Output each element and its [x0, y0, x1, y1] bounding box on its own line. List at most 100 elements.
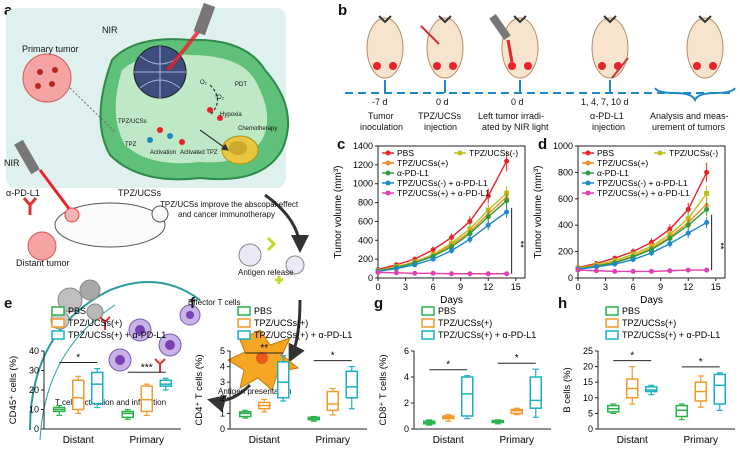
data-point [685, 222, 691, 228]
x-category-label: Primary [500, 435, 534, 446]
data-point [630, 268, 636, 274]
data-point [375, 269, 381, 275]
x-tick-label: 0 [575, 282, 580, 292]
legend-label: PBS [397, 148, 414, 158]
data-point [704, 169, 710, 175]
label-distant-tumor: Distant tumor [16, 258, 70, 268]
legend-swatch [51, 318, 65, 328]
legend-label: α-PD-L1 [397, 168, 429, 178]
y-axis-label: Tumor volume (mm³) [333, 166, 344, 259]
x-tick-label: 6 [631, 282, 636, 292]
x-tick-label: 6 [431, 282, 436, 292]
data-point [485, 271, 491, 277]
y-tick-label: 200 [558, 247, 573, 257]
y-tick-label: 10 [583, 393, 593, 403]
x-category-label: Distant [433, 435, 464, 446]
legend-marker [385, 180, 391, 186]
legend-marker [585, 160, 591, 166]
data-point [612, 268, 618, 274]
data-point [485, 193, 491, 199]
data-point [504, 158, 510, 164]
label-cell-7: O₂ [200, 80, 207, 86]
timeline-desc-0b: inoculation [360, 122, 404, 132]
x-category-label: Distant [249, 435, 280, 446]
legend-marker [657, 150, 663, 156]
significance-mark: * [515, 353, 519, 364]
label-apdl1: α-PD-L1 [6, 188, 40, 198]
data-point [412, 270, 418, 276]
data-point [667, 226, 673, 232]
legend-label: TPZ/UCSs(+) [254, 318, 308, 328]
y-tick-label: 5 [220, 346, 225, 356]
data-point [704, 220, 710, 226]
box [675, 404, 688, 418]
data-point [504, 198, 510, 204]
legend-label: TPZ/UCSs(-) + α-PD-L1 [397, 178, 488, 188]
label-nir-top: NIR [102, 25, 118, 35]
y-tick-label: 1000 [353, 179, 373, 189]
antibody-icon [22, 197, 38, 215]
data-point [685, 230, 691, 236]
timeline-desc-2a: Left tumor irradi- [478, 111, 545, 121]
series-line [377, 192, 508, 272]
y-tick-label: 2 [404, 398, 409, 408]
label-activation-infiltration: T cells activation and infiltration [55, 398, 167, 407]
significance-mark: ** [260, 343, 268, 354]
legend-label: TPZ/UCSs(+) [597, 158, 648, 168]
label-antigen-presentation: Antigen presentation [218, 387, 292, 396]
label-improve-2: and cancer immunotherapy [178, 210, 275, 219]
significance-mark: *** [141, 362, 153, 373]
y-tick-label: 1200 [353, 160, 373, 170]
x-tick-label: 9 [458, 282, 463, 292]
label-improve-1: TPZ/UCSs improve the abscopal effect [160, 200, 299, 209]
box [239, 411, 252, 418]
y-tick-label: 10 [29, 405, 39, 415]
x-axis-label: Days [640, 295, 663, 305]
panel-label-a: a [4, 2, 13, 19]
label-effector-t: Effector T cells [188, 298, 241, 307]
x-tick-label: 3 [403, 282, 408, 292]
label-cell-6: Chemotherapy [238, 126, 278, 132]
panel-label-c: c [337, 136, 346, 153]
data-point [449, 244, 454, 250]
box [326, 390, 339, 412]
panel-label-g: g [374, 295, 384, 312]
legend-marker [585, 150, 591, 156]
data-point [485, 222, 491, 228]
data-point [685, 267, 691, 273]
legend-label: α-PD-L1 [597, 168, 629, 178]
x-axis-label: Days [440, 295, 463, 305]
y-tick-label: 800 [558, 167, 573, 177]
legend-label: TPZ/UCSs(+) [438, 318, 492, 328]
legend-label: PBS [254, 306, 272, 316]
legend-swatch [605, 318, 619, 328]
legend-label: PBS [68, 306, 86, 316]
series-line [377, 200, 508, 272]
label-primary-tumor: Primary tumor [22, 44, 79, 54]
mice-icons [366, 14, 724, 79]
timeline-desc-1b: injection [424, 122, 458, 132]
legend-label: TPZ/UCSs(+) + α-PD-L1 [622, 330, 720, 340]
y-tick-label: 4 [404, 372, 409, 382]
mouse-icon [54, 202, 166, 248]
data-point [667, 241, 673, 247]
legend-label: TPZ/UCSs(+) + α-PD-L1 [597, 188, 690, 198]
y-tick-label: 0 [220, 424, 225, 434]
x-tick-label: 12 [483, 282, 493, 292]
legend-label: PBS [597, 148, 614, 158]
label-cell-4: Activated TPZ [180, 150, 218, 156]
y-tick-label: 15 [583, 377, 593, 387]
data-point [467, 231, 473, 237]
legend-label: PBS [622, 306, 640, 316]
panel-f-box-chart: PBS TPZ/UCSs(+) TPZ/UCSs(+) + α-PD-L1 0 1 2 3 4… [194, 306, 367, 446]
y-tick-label: 5 [588, 408, 593, 418]
timeline-desc-4b: urement of tumors [652, 122, 726, 132]
data-point [612, 261, 618, 267]
label-cell-8: ¹O₂ [215, 95, 224, 101]
y-tick-label: 6 [404, 346, 409, 356]
label-nir-left: NIR [4, 158, 20, 168]
data-point [704, 206, 710, 212]
legend-swatch [237, 306, 251, 316]
significance-mark: ** [716, 242, 726, 250]
x-tick-label: 9 [658, 282, 663, 292]
